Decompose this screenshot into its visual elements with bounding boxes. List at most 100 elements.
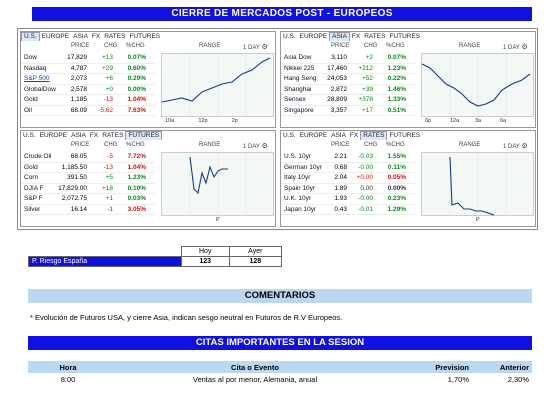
tab-us[interactable]: U.S.	[23, 132, 36, 139]
tab-fx[interactable]: FX	[349, 132, 359, 139]
column-headers: PRICE CHG %CHG	[21, 142, 277, 151]
price-line	[449, 156, 495, 216]
table-row[interactable]: Japan 10yr 0.43 -0.01 1.29%	[281, 205, 415, 215]
table-row[interactable]: U.S. 10yr 2.21 -0.03 1.55%	[281, 152, 415, 163]
table-row[interactable]: German 10yr 0.68 -0.00 0.11%	[281, 163, 415, 173]
quote-name: Nasdaq	[24, 64, 47, 72]
panel-tabs: U.S. EUROPE ASIA FX RATES FUTURES	[21, 32, 162, 42]
intraday-chart	[161, 152, 274, 217]
tab-rates[interactable]: RATES	[364, 33, 386, 40]
table-row[interactable]: GlobalDow 2,578 +0 0.00%	[21, 85, 155, 95]
price-line	[189, 156, 228, 195]
column-headers: PRICE CHG %CHG	[281, 43, 537, 52]
table-row[interactable]: DJIA F 17,829.00 +18 0.10%	[21, 184, 155, 194]
day-selector[interactable]: 1 DAY ⚙	[503, 44, 528, 51]
quote-name: Japan 10yr	[284, 205, 317, 213]
panel-rates: U.S. EUROPE ASIA FX RATES FUTURES PRICE CHG %CHG…	[280, 130, 536, 227]
quote-name: Singapore	[284, 106, 314, 114]
tab-europe[interactable]: EUROPE	[39, 132, 68, 139]
table-row[interactable]: Asia Dow 3,110 +2 0.07%	[281, 53, 415, 64]
table-row[interactable]: Shanghai 2,872 +39 1.46%	[281, 85, 415, 95]
quote-name: Nikkei 225	[284, 64, 315, 72]
range-label: RANGE	[459, 142, 481, 148]
gear-icon[interactable]: ⚙	[261, 143, 268, 150]
table-row[interactable]: Gold 1,185 -13 1.04%	[21, 95, 155, 106]
x-tick: P	[216, 217, 220, 223]
quote-change: +212	[358, 64, 373, 72]
quote-pct: 7.72%	[127, 153, 146, 160]
tab-rates[interactable]: RATES	[360, 131, 388, 140]
quote-pct: 0.07%	[127, 54, 146, 61]
col-price: PRICE	[331, 43, 350, 49]
quote-change: -13	[103, 96, 113, 103]
tab-us[interactable]: U.S.	[283, 132, 296, 139]
day-selector[interactable]: 1 DAY ⚙	[503, 143, 528, 150]
tab-asia[interactable]: ASIA	[73, 33, 88, 40]
gear-icon[interactable]: ⚙	[521, 44, 528, 51]
table-row[interactable]: Oil 68.09 -5.62 7.63%	[21, 106, 155, 116]
comentarios-header: COMENTARIOS	[28, 289, 532, 303]
quote-name: Silver	[24, 205, 41, 213]
tab-futures[interactable]: FUTURES	[389, 132, 421, 139]
table-row[interactable]: Gold 1,185.50 -13 1.04%	[21, 163, 155, 173]
quote-list: Crude Oil 68.05 -5 7.72% Gold 1,185.50 -13 1.04…	[21, 152, 155, 215]
quote-list: Dow 17,829 +13 0.07% Nasdaq 4,787 +29 0.60% S&P …	[21, 53, 155, 116]
table-row[interactable]: Spain 10yr 1.89 0.00 0.00%	[281, 184, 415, 194]
quote-pct: 0.03%	[127, 195, 146, 202]
tab-europe[interactable]: EUROPE	[41, 33, 70, 40]
tab-asia[interactable]: ASIA	[71, 132, 86, 139]
table-row[interactable]: Nikkei 225 17,460 +212 1.23%	[281, 64, 415, 74]
quote-name[interactable]: S&P 500	[24, 75, 50, 82]
table-row[interactable]: Singapore 3,357 +17 0.51%	[281, 106, 415, 116]
tab-futures[interactable]: FUTURES	[389, 33, 421, 40]
table-row[interactable]: Italy 10yr 2.04 +0.00 0.05%	[281, 173, 415, 184]
panel-tabs: U.S. EUROPE ASIA FX RATES FUTURES	[21, 131, 163, 141]
quote-change: +378	[358, 96, 373, 103]
tab-fx[interactable]: FX	[91, 33, 101, 40]
tab-europe[interactable]: EUROPE	[299, 33, 328, 40]
tab-asia[interactable]: ASIA	[329, 32, 350, 41]
tab-us[interactable]: U.S.	[21, 32, 40, 41]
table-row[interactable]: Crude Oil 68.05 -5 7.72%	[21, 152, 155, 163]
cell-anterior: 2,30%	[507, 374, 529, 384]
quote-name: Oil	[24, 106, 32, 114]
tab-fx[interactable]: FX	[89, 132, 99, 139]
gear-icon[interactable]: ⚙	[261, 44, 268, 51]
table-row[interactable]: Corn 391.50 +5 1.23%	[21, 173, 155, 184]
quote-price: 28,809	[327, 96, 347, 103]
table-row[interactable]: Silver 16.14 -1 3.05%	[21, 205, 155, 215]
tab-futures[interactable]: FUTURES	[129, 33, 161, 40]
table-row[interactable]: Nasdaq 4,787 +29 0.60%	[21, 64, 155, 74]
x-tick: P	[476, 217, 480, 223]
tab-rates[interactable]: RATES	[104, 33, 126, 40]
chart-x-axis: P	[421, 217, 534, 225]
table-row[interactable]: Hang Seng 24,053 +52 0.22%	[281, 74, 415, 85]
table-row[interactable]: U.K. 10yr 1.93 -0.00 0.23%	[281, 194, 415, 205]
table-row[interactable]: Sensex 28,809 +378 1.33%	[281, 95, 415, 106]
tab-futures[interactable]: FUTURES	[125, 131, 163, 140]
quote-price: 3,110	[331, 54, 347, 61]
gear-icon[interactable]: ⚙	[521, 143, 528, 150]
tab-rates[interactable]: RATES	[102, 132, 124, 139]
quote-name: Asia Dow	[284, 54, 312, 61]
quote-price: 1,185	[70, 96, 87, 103]
x-tick: 6a	[500, 118, 507, 124]
tab-asia[interactable]: ASIA	[331, 132, 346, 139]
tab-us[interactable]: U.S.	[283, 33, 296, 40]
quote-name: DJIA F	[24, 184, 44, 192]
table-row[interactable]: S&P F 2,072.75 +1 0.03%	[21, 194, 155, 205]
day-selector[interactable]: 1 DAY ⚙	[243, 143, 268, 150]
panel-tabs: U.S. EUROPE ASIA FX RATES FUTURES	[281, 32, 422, 42]
table-row[interactable]: Dow 17,829 +13 0.07%	[21, 53, 155, 64]
tab-fx[interactable]: FX	[351, 33, 361, 40]
quote-change: -0.01	[358, 205, 373, 213]
table-row[interactable]: S&P 500 2,073 +6 0.29%	[21, 74, 155, 85]
quote-price: 24,053	[327, 75, 347, 82]
hoy-header: Hoy	[180, 246, 230, 257]
tab-europe[interactable]: EUROPE	[299, 132, 328, 139]
quote-pct: 1.46%	[387, 85, 406, 93]
quote-price: 17,829.00	[58, 184, 87, 192]
col-price: PRICE	[71, 43, 90, 49]
day-selector[interactable]: 1 DAY ⚙	[243, 44, 268, 51]
panel-futures: U.S. EUROPE ASIA FX RATES FUTURES PRICE CHG %CHG…	[20, 130, 276, 227]
